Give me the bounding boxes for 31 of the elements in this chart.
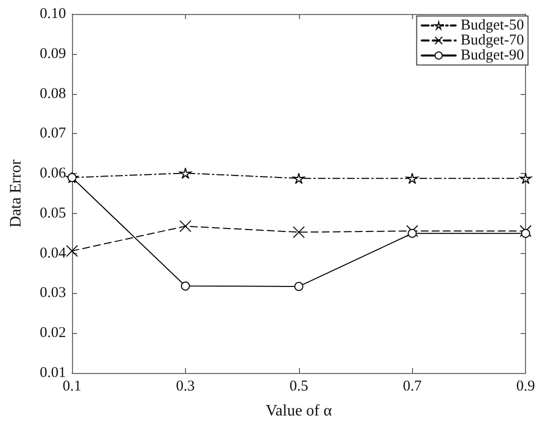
- point: [180, 282, 190, 291]
- point: [179, 168, 192, 179]
- legend-label: Budget-50: [460, 18, 524, 34]
- point: [292, 172, 305, 184]
- y-tick-label: 0.08: [40, 86, 66, 102]
- point: [408, 228, 417, 238]
- y-axis-title: Data Error: [8, 158, 24, 228]
- y-tick-label: 0.05: [40, 205, 66, 222]
- y-tick-label: 0.01: [40, 365, 66, 381]
- legend-label: Budget-90: [460, 48, 524, 64]
- y-tick-label: 0.04: [40, 245, 66, 262]
- x-tick-label: 0.1: [62, 378, 82, 394]
- point: [179, 220, 192, 232]
- x-tick-label: 0.9: [516, 378, 535, 394]
- y-tick-label: 0.02: [40, 325, 66, 342]
- y-tick-label: 0.09: [40, 46, 66, 62]
- x-axis-title: Value of α: [266, 402, 332, 420]
- point: [521, 228, 530, 238]
- y-tick-label: 0.03: [40, 285, 66, 302]
- x-tick-label: 0.7: [402, 378, 422, 394]
- y-tick-label: 0.06: [40, 166, 66, 182]
- legend-label: Budget-70: [460, 32, 524, 48]
- point: [294, 282, 304, 291]
- y-tick-label: 0.10: [40, 6, 66, 22]
- point: [66, 244, 78, 257]
- point: [292, 226, 305, 238]
- x-tick-label: 0.3: [176, 378, 195, 394]
- x-tick-label: 0.5: [289, 378, 308, 394]
- point: [520, 172, 532, 184]
- y-tick-label: 0.07: [40, 126, 66, 142]
- point: [406, 172, 418, 184]
